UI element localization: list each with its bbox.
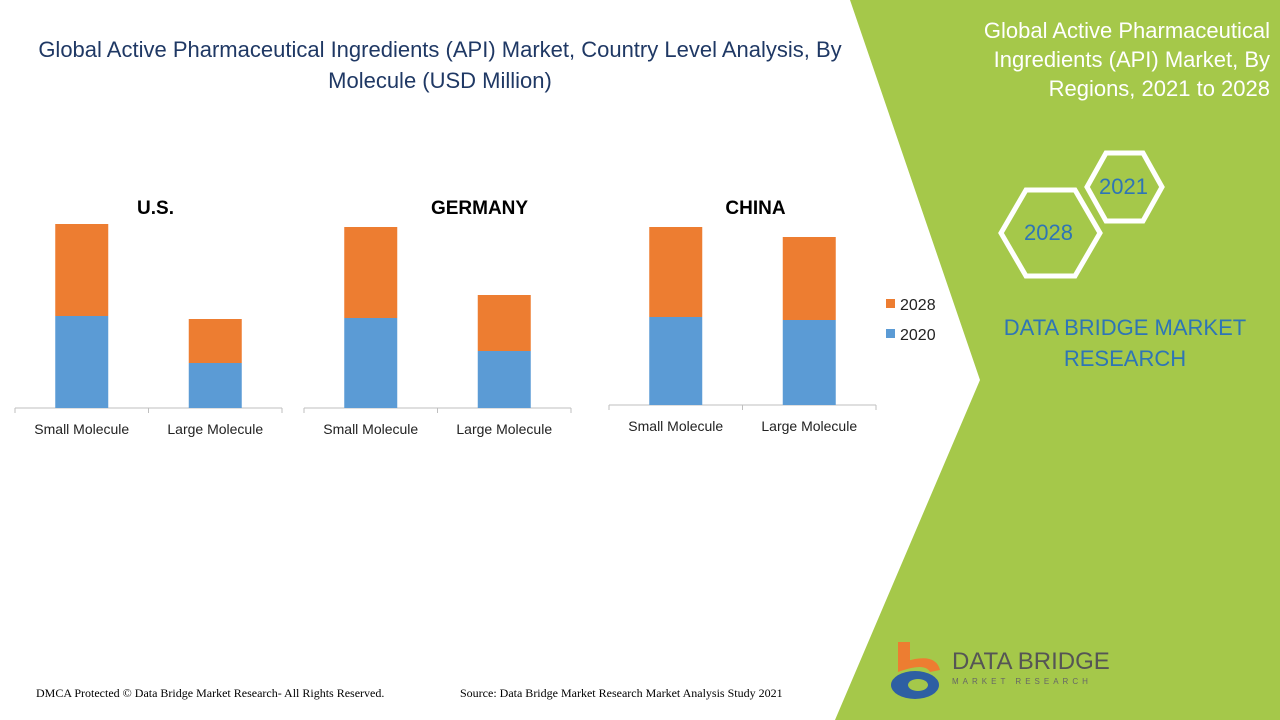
bar-2020-large-molecule bbox=[477, 351, 531, 408]
category-label: Small Molecule bbox=[323, 421, 418, 437]
chart-title: CHINA bbox=[725, 198, 785, 219]
category-label: Small Molecule bbox=[34, 421, 129, 437]
page-title: Global Active Pharmaceutical Ingredients… bbox=[38, 37, 842, 93]
bar-2028-small-molecule bbox=[55, 224, 109, 316]
legend-swatch-2020 bbox=[886, 329, 895, 338]
category-label: Large Molecule bbox=[761, 418, 857, 434]
chart-title: GERMANY bbox=[431, 198, 528, 219]
bar-2020-small-molecule bbox=[344, 318, 398, 408]
logo-name: DATA BRIDGE bbox=[952, 648, 1110, 675]
logo-tagline: MARKET RESEARCH bbox=[952, 677, 1092, 686]
bar-2020-small-molecule bbox=[649, 317, 703, 405]
bar-2028-small-molecule bbox=[649, 227, 703, 317]
category-label: Large Molecule bbox=[456, 421, 552, 437]
logo-icon bbox=[891, 642, 940, 699]
category-label: Large Molecule bbox=[167, 421, 263, 437]
hex-year-2028: 2028 bbox=[1024, 220, 1073, 245]
hex-year-2021: 2021 bbox=[1099, 174, 1148, 199]
legend-label-2028: 2028 bbox=[900, 297, 936, 314]
category-label: Small Molecule bbox=[628, 418, 723, 434]
hexagon-2028-icon bbox=[998, 187, 1103, 279]
bar-2028-large-molecule bbox=[188, 319, 242, 363]
dmca-notice: DMCA Protected © Data Bridge Market Rese… bbox=[36, 686, 385, 700]
bar-2020-large-molecule bbox=[782, 320, 836, 405]
bar-2020-small-molecule bbox=[55, 316, 109, 408]
panel-title: Global Active Pharmaceutical Ingredients… bbox=[983, 18, 1270, 101]
source-note: Source: Data Bridge Market Research Mark… bbox=[460, 686, 783, 700]
green-panel bbox=[835, 0, 1280, 720]
brand-text: DATA BRIDGE MARKET RESEARCH bbox=[1003, 315, 1247, 371]
hexagon-2021-icon bbox=[1084, 150, 1165, 224]
chart-title: U.S. bbox=[137, 198, 174, 219]
bar-2028-large-molecule bbox=[782, 237, 836, 320]
bar-2028-large-molecule bbox=[477, 295, 531, 351]
legend-label-2020: 2020 bbox=[900, 327, 936, 344]
bar-2020-large-molecule bbox=[188, 363, 242, 408]
legend-swatch-2028 bbox=[886, 299, 895, 308]
bar-2028-small-molecule bbox=[344, 227, 398, 318]
